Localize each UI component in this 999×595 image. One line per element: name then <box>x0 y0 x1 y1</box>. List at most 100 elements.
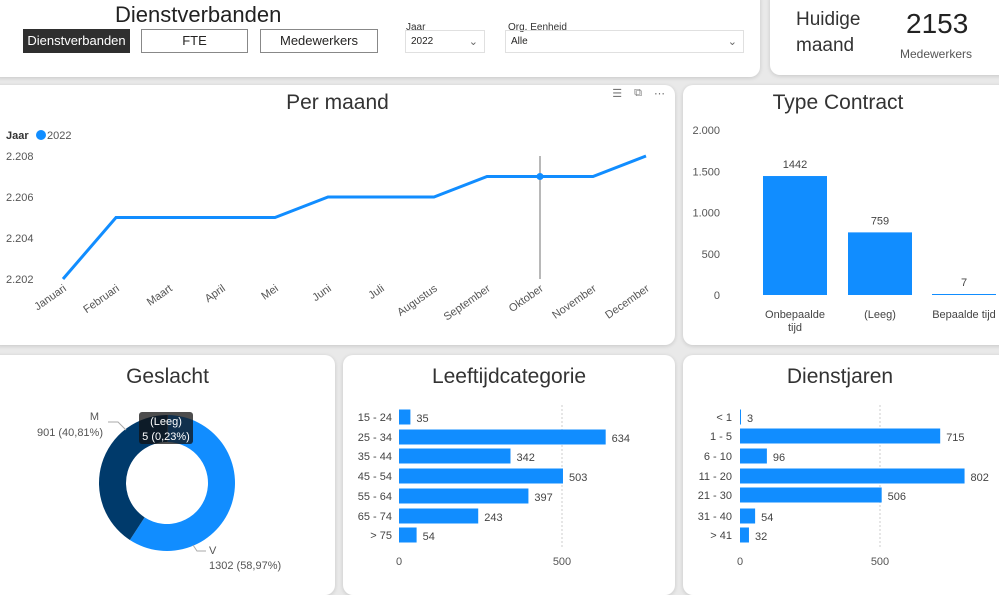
x-tick-label: November <box>550 282 599 321</box>
chevron-down-icon: ⌄ <box>468 36 478 48</box>
y-tick-label: > 41 <box>710 530 732 542</box>
x-tick-label: Bepaalde tijd <box>932 309 996 321</box>
bar <box>932 294 996 295</box>
bar <box>740 428 941 444</box>
x-tick-label: December <box>603 282 652 321</box>
kpi-value: 2153 <box>906 8 969 39</box>
x-tick-label: Juli <box>366 283 386 302</box>
x-tick-label: Februari <box>81 283 121 316</box>
legend-label: 2022 <box>47 130 71 142</box>
focus-mode-icon[interactable]: ⧉ <box>634 87 642 99</box>
data-label: 54 <box>423 531 435 543</box>
y-tick-label: 0 <box>714 290 720 302</box>
data-label: 342 <box>516 452 534 464</box>
x-tick-label: 500 <box>871 556 889 568</box>
legend-title: Jaar <box>6 130 29 142</box>
org-dropdown[interactable]: Alle ⌄ <box>505 30 744 53</box>
chart-title: Geslacht <box>126 365 209 388</box>
x-tick-label: (Leeg) <box>864 309 896 321</box>
org-value: Alle <box>511 36 528 47</box>
filter-icon[interactable]: ☰ <box>612 88 623 100</box>
bar <box>399 448 511 464</box>
more-options-icon[interactable]: ⋯ <box>654 88 665 100</box>
data-label: 96 <box>773 452 785 464</box>
data-label: 7 <box>961 277 967 289</box>
data-label: 243 <box>484 512 502 524</box>
y-tick-label: 1.500 <box>692 166 720 178</box>
data-label: 1442 <box>783 159 807 171</box>
data-label: 54 <box>761 512 773 524</box>
page-title: Dienstverbanden <box>115 2 282 27</box>
bar <box>399 527 417 543</box>
tooltip-name: (Leeg) <box>150 416 182 428</box>
geslacht-panel: Geslacht <box>0 355 335 595</box>
y-tick-label: < 1 <box>716 412 732 424</box>
y-tick-label: 55 - 64 <box>358 491 392 503</box>
donut-slice-m <box>98 415 167 540</box>
data-label: 503 <box>569 472 587 484</box>
chevron-down-icon: ⌄ <box>727 36 737 48</box>
data-label: 32 <box>755 531 767 543</box>
fte-button[interactable]: FTE <box>141 29 248 53</box>
x-tick-label: September <box>442 282 493 323</box>
bar <box>740 448 767 464</box>
y-tick-label: 2.204 <box>6 233 34 245</box>
leader-line <box>192 544 206 552</box>
kpi-label-line1: Huidige <box>796 9 861 30</box>
data-label: 3 <box>747 413 753 425</box>
y-tick-label: 25 - 34 <box>358 432 392 444</box>
filter-panel: Dienstverbanden Dienstverbanden FTE Mede… <box>0 0 760 77</box>
data-label: 634 <box>612 433 630 445</box>
slice-name-label: V <box>209 545 217 557</box>
x-tick-label: Maart <box>145 283 175 309</box>
tooltip-value: 5 (0,23%) <box>142 431 190 443</box>
org-label: Org. Eenheid <box>508 22 567 33</box>
chart-title: Type Contract <box>772 91 904 114</box>
y-tick-label: 65 - 74 <box>358 511 392 523</box>
y-tick-label: 1.000 <box>692 208 720 220</box>
x-tick-label: Juni <box>310 283 333 304</box>
x-tick-label: 0 <box>396 556 402 568</box>
legend-marker <box>36 130 46 140</box>
data-label: 715 <box>946 432 964 444</box>
data-label: 759 <box>871 215 889 227</box>
year-label: Jaar <box>406 22 426 33</box>
type-contract-panel: Type Contract <box>683 85 999 345</box>
chart-title: Leeftijdcategorie <box>431 365 587 388</box>
kpi-caption: Medewerkers <box>900 47 973 61</box>
slice-name-label: M <box>90 411 99 423</box>
bar <box>740 508 756 524</box>
bar <box>399 508 479 524</box>
donut-slice-v <box>129 415 235 551</box>
y-tick-label: 15 - 24 <box>358 412 392 424</box>
hover-point <box>536 173 544 180</box>
slice-value-label: 1302 (58,97%) <box>209 560 281 572</box>
bar <box>399 488 529 504</box>
bar <box>399 409 411 425</box>
kpi-panel: Huidige maand 2153 Medewerkers <box>770 0 999 75</box>
y-tick-label: 35 - 44 <box>358 451 392 463</box>
tooltip <box>139 412 193 444</box>
year-value: 2022 <box>411 36 434 47</box>
y-tick-label: 2.000 <box>692 125 720 137</box>
y-tick-label: 11 - 20 <box>699 471 732 483</box>
series-line-2022 <box>61 154 647 280</box>
per-maand-panel: Per maand ☰ ⧉ ⋯ <box>0 85 675 345</box>
charts-layer: Jaar 2022 2.202 2.204 2.206 2.208 Januari Febru… <box>6 125 996 572</box>
data-label: 506 <box>888 491 906 503</box>
x-tick-label: 500 <box>553 556 571 568</box>
year-dropdown[interactable]: 2022 ⌄ <box>405 30 485 53</box>
bar <box>399 429 606 445</box>
bar <box>740 409 741 425</box>
bar <box>740 487 882 503</box>
x-tick-label: April <box>203 283 228 305</box>
y-tick-label: 2.202 <box>6 274 34 286</box>
y-tick-label: 2.206 <box>6 192 34 204</box>
medewerkers-button[interactable]: Medewerkers <box>260 29 378 53</box>
data-label: 802 <box>971 472 989 484</box>
kpi-label-line2: maand <box>796 35 855 56</box>
slice-value-label: 901 (40,81%) <box>37 427 103 439</box>
x-tick-label: tijd <box>788 322 802 334</box>
dienstverbanden-button[interactable]: Dienstverbanden <box>23 29 130 53</box>
bar <box>763 176 827 295</box>
